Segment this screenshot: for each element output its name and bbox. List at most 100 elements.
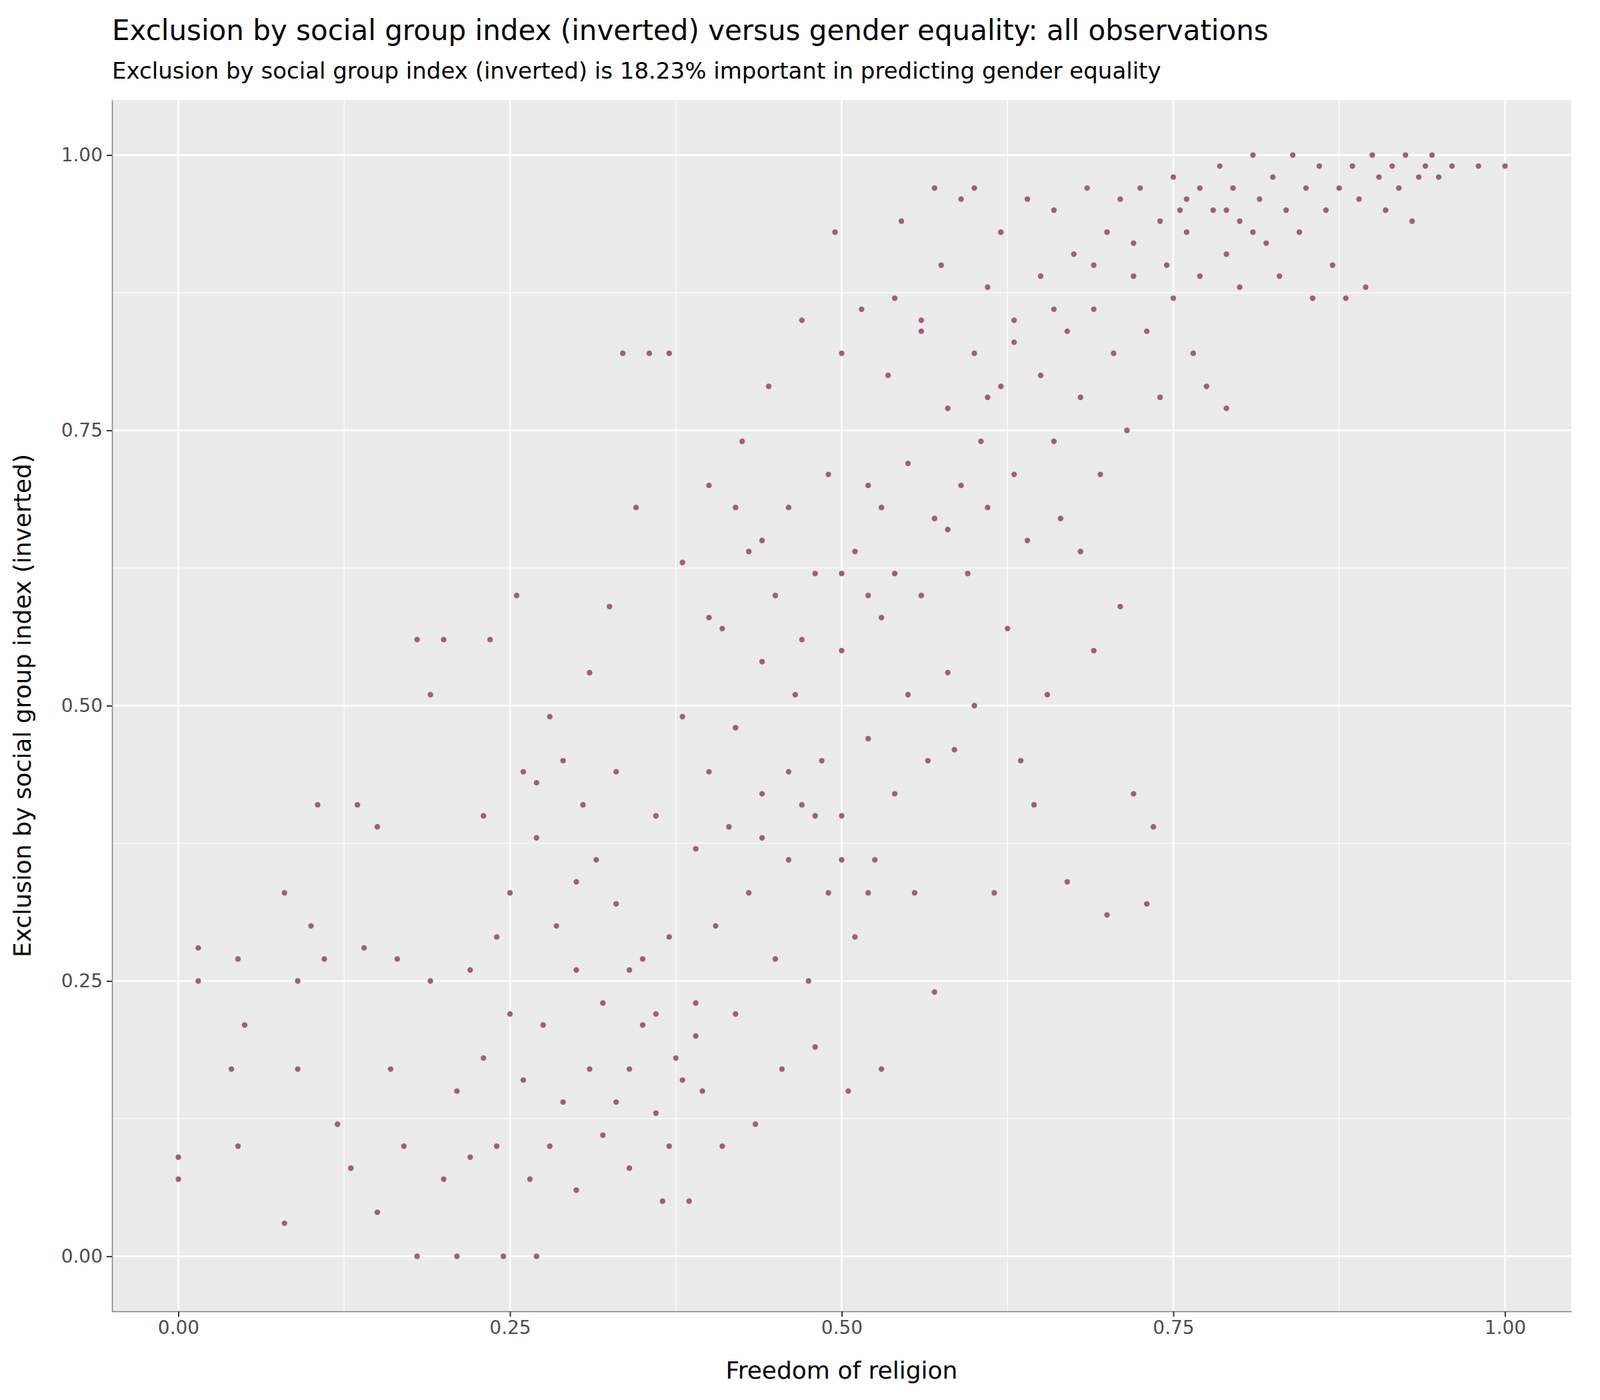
point	[586, 670, 592, 676]
point	[779, 1066, 785, 1072]
tick-mark	[178, 1311, 180, 1317]
point	[932, 989, 938, 995]
point	[1038, 273, 1044, 279]
point	[228, 1066, 234, 1072]
point	[1190, 350, 1196, 356]
point	[1396, 185, 1402, 191]
tick-mark	[106, 154, 112, 156]
grid	[112, 100, 1572, 1312]
point	[1038, 372, 1044, 378]
point	[1223, 251, 1229, 257]
point	[1382, 207, 1388, 213]
point	[865, 482, 871, 488]
point	[1044, 692, 1050, 698]
point	[1130, 240, 1136, 246]
point	[945, 526, 951, 532]
point	[1124, 427, 1130, 433]
tick: 0.00	[61, 1245, 112, 1268]
point	[454, 1253, 460, 1259]
point	[401, 1143, 407, 1149]
grid-line-y	[112, 1255, 1572, 1258]
point	[998, 229, 1004, 235]
point	[600, 1132, 606, 1138]
tick-mark	[841, 1311, 843, 1317]
point	[673, 1055, 679, 1061]
point	[958, 196, 964, 202]
point	[925, 758, 931, 764]
point	[1157, 218, 1163, 224]
point	[242, 1022, 248, 1028]
point	[806, 978, 812, 984]
point	[1078, 394, 1084, 400]
point	[534, 780, 540, 786]
point	[653, 812, 659, 818]
point	[865, 890, 871, 896]
point	[540, 1022, 546, 1028]
point	[1349, 163, 1355, 169]
tick-label: 0.75	[61, 419, 103, 442]
point	[759, 538, 765, 544]
point	[1283, 207, 1289, 213]
point	[932, 515, 938, 521]
point	[1356, 196, 1362, 202]
point	[1058, 515, 1064, 521]
point	[1170, 174, 1176, 180]
point	[1097, 471, 1103, 477]
point	[818, 758, 824, 764]
point	[527, 1176, 533, 1182]
point	[759, 658, 765, 664]
point	[534, 835, 540, 841]
point	[905, 460, 911, 466]
point	[427, 978, 433, 984]
point	[361, 945, 367, 951]
point	[334, 1121, 340, 1127]
point	[971, 185, 977, 191]
title: Exclusion by social group index (inverte…	[112, 14, 1269, 47]
point	[1449, 163, 1455, 169]
point	[1024, 538, 1030, 544]
point	[613, 768, 619, 774]
point	[547, 1143, 553, 1149]
point	[759, 835, 765, 841]
point	[1436, 174, 1442, 180]
point	[1236, 218, 1242, 224]
chart: 0.000.250.500.751.000.000.250.500.751.00…	[0, 0, 1600, 1400]
point	[680, 714, 686, 720]
point	[593, 857, 599, 863]
point	[308, 923, 314, 929]
tick: 1.00	[61, 144, 112, 166]
point	[1310, 295, 1316, 301]
point	[706, 768, 712, 774]
point	[354, 802, 360, 808]
point	[414, 1253, 420, 1259]
point	[1051, 207, 1057, 213]
point	[573, 879, 579, 885]
point	[507, 1011, 513, 1017]
point	[1330, 262, 1336, 268]
point	[852, 548, 858, 554]
point	[1422, 163, 1428, 169]
point	[852, 934, 858, 940]
point	[514, 592, 520, 598]
point	[520, 768, 526, 774]
point	[1230, 185, 1236, 191]
point	[175, 1154, 181, 1160]
point	[759, 790, 765, 796]
tick-mark	[106, 430, 112, 432]
tick-label: 0.25	[489, 1316, 531, 1339]
point	[1502, 163, 1508, 169]
point	[984, 394, 990, 400]
point	[945, 670, 951, 676]
point	[1104, 912, 1110, 918]
tick: 0.50	[61, 694, 112, 717]
point	[1011, 471, 1017, 477]
point	[1078, 548, 1084, 554]
point	[945, 405, 951, 411]
point	[507, 890, 513, 896]
point	[1144, 901, 1150, 907]
point	[666, 350, 672, 356]
y-axis-title: Exclusion by social group index (inverte…	[8, 454, 36, 958]
point	[958, 482, 964, 488]
point	[964, 570, 970, 576]
point	[1296, 229, 1302, 235]
